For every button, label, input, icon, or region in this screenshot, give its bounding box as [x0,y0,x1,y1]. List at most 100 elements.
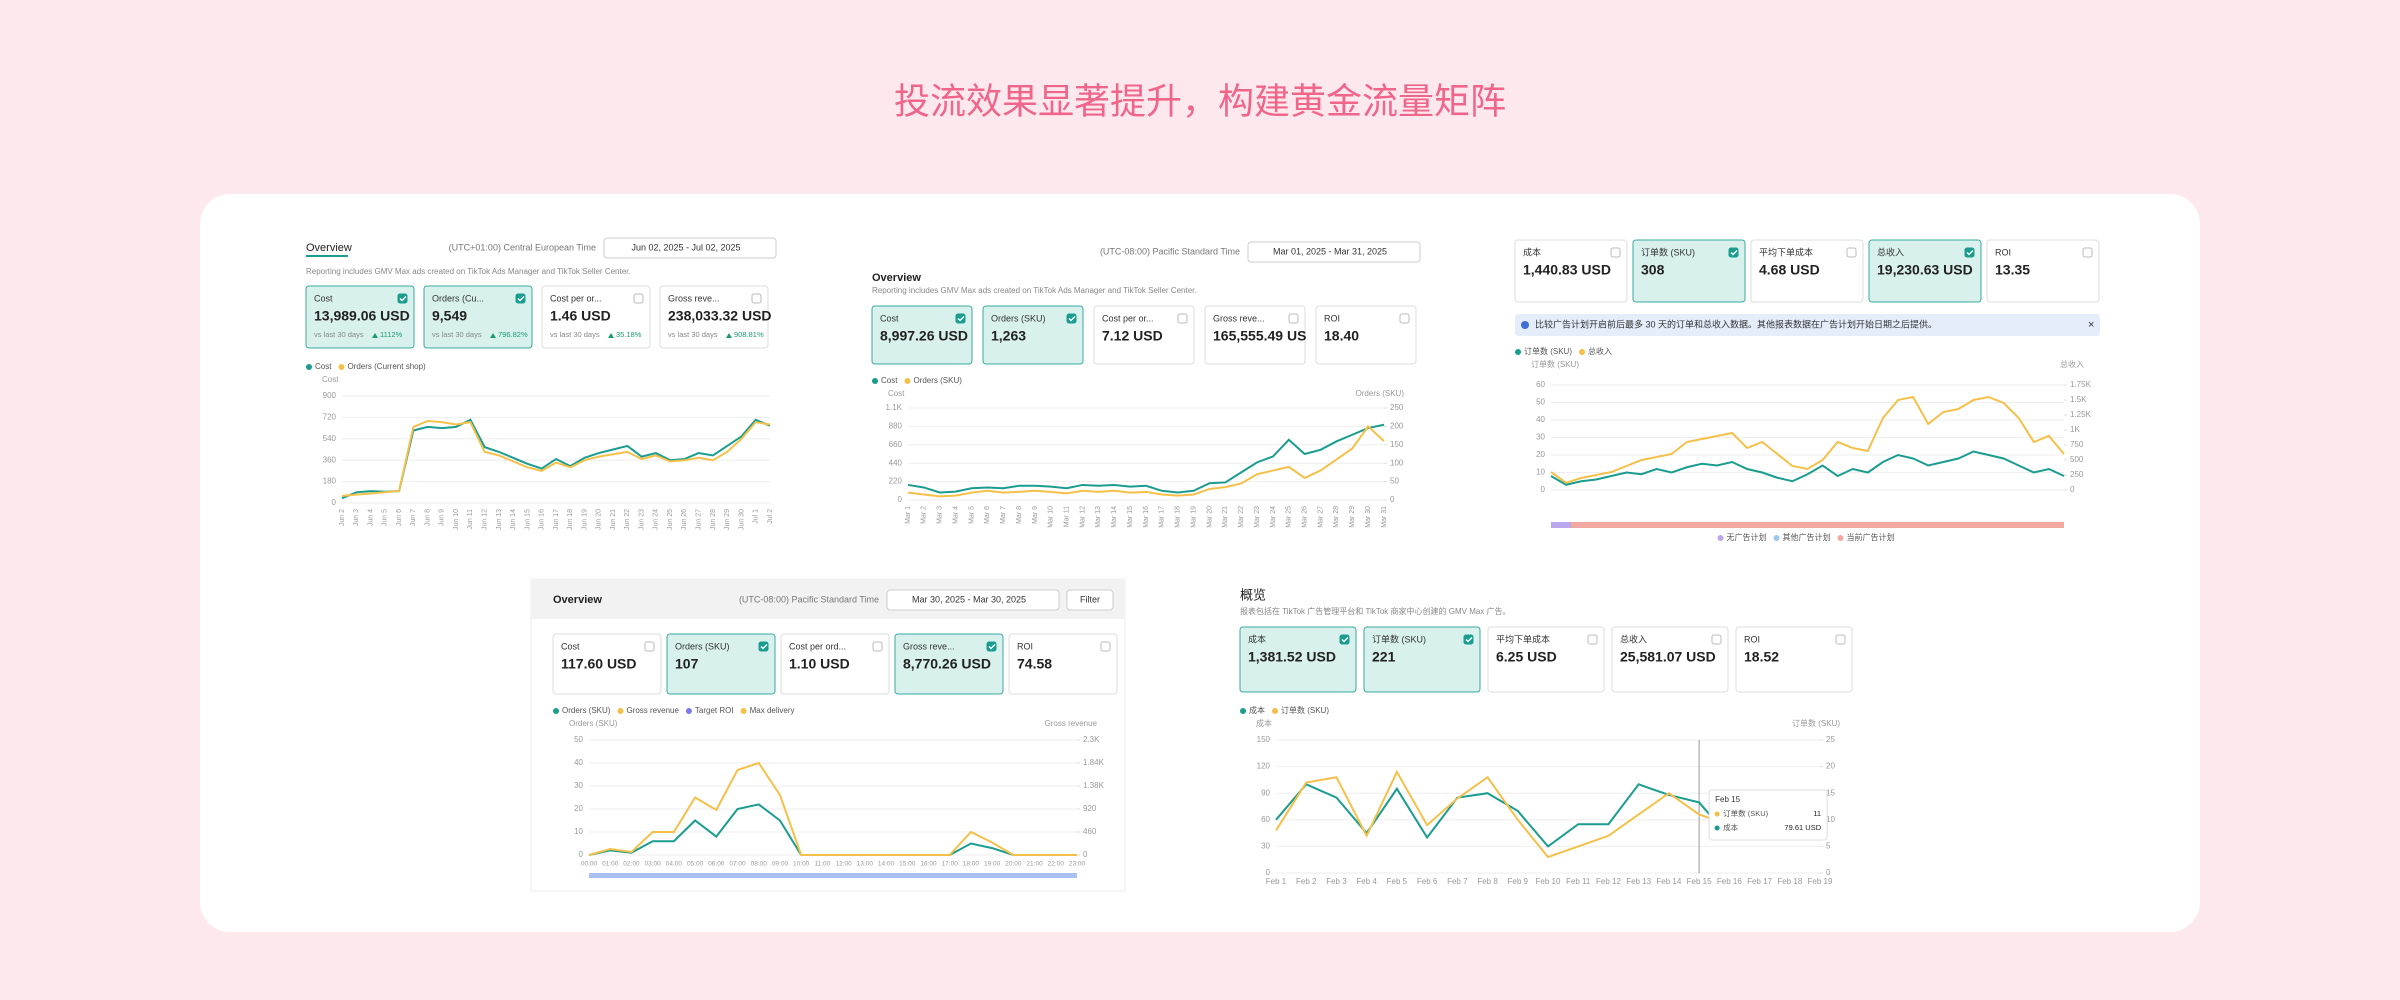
x-tick-label: 14:00 [878,861,895,868]
metric-card[interactable] [423,285,533,349]
checkbox[interactable] [1100,641,1111,652]
checkbox[interactable] [1177,313,1188,324]
checkbox[interactable] [1587,634,1598,645]
metric-card[interactable] [894,633,1004,695]
x-tick-label: Jun 26 [681,509,688,530]
metric-card[interactable] [541,285,651,349]
tooltip-dot [1714,811,1720,817]
metric-card[interactable] [1735,626,1853,693]
date-picker[interactable] [886,589,1060,611]
metric-card[interactable] [552,633,662,695]
y2-axis-label: 总收入 [2060,359,2084,369]
x-tick-label: Feb 11 [1566,877,1591,886]
checkbox[interactable] [758,641,769,652]
checkbox[interactable] [1066,313,1077,324]
checkbox[interactable] [515,293,526,304]
legend-label: Max delivery [750,706,795,715]
metric-card[interactable] [871,305,973,365]
metric-card[interactable] [666,633,776,695]
metric-card[interactable] [1008,633,1118,695]
line-series [341,419,771,497]
y-tick-label: 720 [323,413,337,422]
checkbox[interactable] [1399,313,1410,324]
x-tick-label: Jun 20 [596,509,603,530]
metric-card[interactable] [1611,626,1729,693]
card-value: 19,230.63 USD [1877,262,1973,278]
checkbox[interactable] [633,293,644,304]
tab[interactable]: Overview [553,594,602,606]
metric-card[interactable] [1204,305,1306,365]
checkbox[interactable] [955,313,966,324]
x-tick-label: Feb 5 [1387,877,1408,886]
x-tick-label: 13:00 [857,861,874,868]
checkbox[interactable] [1288,313,1299,324]
metric-card[interactable] [1868,239,1982,303]
checkbox[interactable] [1835,634,1846,645]
legend-dot [1579,349,1585,355]
metric-card[interactable] [1750,239,1864,303]
checkbox[interactable] [397,293,408,304]
metric-card[interactable] [780,633,890,695]
y2-tick-label: 50 [1390,477,1399,486]
legend-label: Cost [315,362,332,371]
check [517,296,525,302]
card-value: 8,770.26 USD [903,656,991,672]
checkbox[interactable] [1728,247,1739,258]
x-tick-label: Jun 6 [396,509,403,526]
checkbox[interactable] [986,641,997,652]
x-tick-label: Mar 5 [968,506,975,524]
checkbox[interactable] [1339,634,1350,645]
date-picker[interactable] [603,237,777,259]
metric-card[interactable] [1239,626,1357,693]
x-tick-label: 11:00 [814,861,830,868]
line-series [1550,450,2065,486]
checkbox[interactable] [1610,247,1621,258]
x-tick-label: Mar 25 [1286,506,1293,528]
x-tick-label: Jun 14 [510,509,517,530]
checkbox[interactable] [1964,247,1975,258]
checkbox[interactable] [1711,634,1722,645]
x-tick-label: 23:00 [1069,861,1086,868]
checkbox[interactable] [1846,247,1857,258]
y-tick-label: 0 [579,850,584,859]
legend-label: Orders (SKU) [913,376,962,385]
x-tick-label: Feb 19 [1808,877,1833,886]
metric-card[interactable] [1986,239,2100,303]
tab[interactable]: Overview [306,242,352,254]
card-label: Gross reve... [668,293,720,303]
card-value: 1,440.83 USD [1523,262,1611,278]
x-tick-label: 00:00 [581,861,598,868]
metric-card[interactable] [1632,239,1746,303]
date-range[interactable]: Mar 30, 2025 - Mar 30, 2025 [912,594,1026,604]
metric-card[interactable] [1363,626,1481,693]
filter-label[interactable]: Filter [1080,594,1100,604]
metric-card[interactable] [1487,626,1605,693]
checkbox[interactable] [2082,247,2093,258]
metric-card[interactable] [982,305,1084,365]
metric-card[interactable] [1093,305,1195,365]
info-banner [1515,314,2100,336]
checkbox[interactable] [872,641,883,652]
metric-card[interactable] [1315,305,1417,365]
metric-card[interactable] [305,285,415,349]
up-arrow [608,333,614,338]
checkbox[interactable] [644,641,655,652]
x-tick-label: 02:00 [623,861,640,868]
date-range[interactable]: Jun 02, 2025 - Jul 02, 2025 [631,242,740,252]
card-sub: vs last 30 days [550,330,600,339]
x-tick-label: Mar 20 [1206,506,1213,528]
x-tick-label: Feb 12 [1596,877,1621,886]
x-tick-label: 16:00 [920,861,937,868]
x-tick-label: Jun 11 [467,509,474,530]
line-series [1550,395,2065,484]
tab[interactable]: Overview [872,272,921,284]
date-picker[interactable] [1247,241,1421,263]
checkbox[interactable] [1463,634,1474,645]
metric-card[interactable] [659,285,769,349]
close-icon[interactable]: × [2088,319,2094,331]
filter-button[interactable] [1066,589,1114,611]
date-range[interactable]: Mar 01, 2025 - Mar 31, 2025 [1273,246,1387,256]
y-tick-label: 0 [898,495,903,504]
metric-card[interactable] [1514,239,1628,303]
checkbox[interactable] [751,293,762,304]
